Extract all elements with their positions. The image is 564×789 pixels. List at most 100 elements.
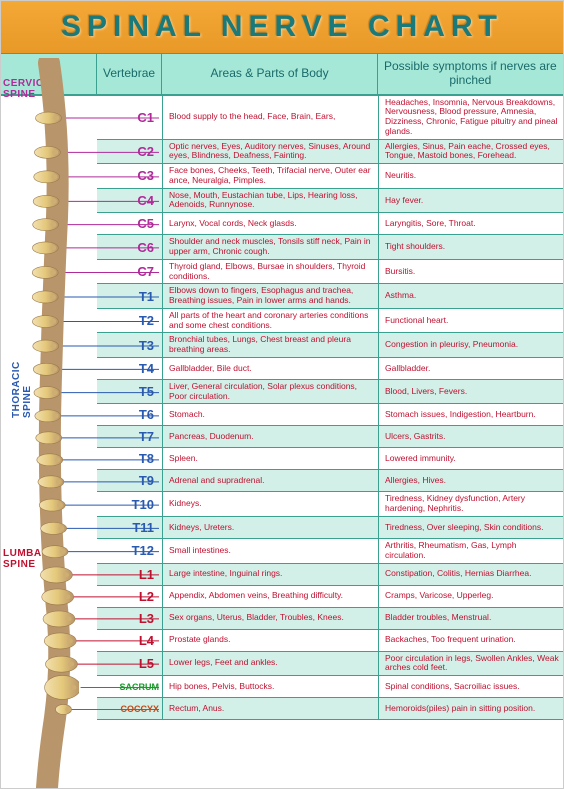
areas-cell: Larynx, Vocal cords, Neck glasds. — [163, 213, 379, 234]
symptoms-cell: Tiredness, Over sleeping, Skin condition… — [379, 517, 564, 538]
table-row: T10Kidneys.Tiredness, Kidney dysfunction… — [97, 492, 564, 517]
symptoms-cell: Lowered immunity. — [379, 448, 564, 469]
symptoms-cell: Congestion in pleurisy, Pneumonia. — [379, 333, 564, 357]
areas-cell: Rectum, Anus. — [163, 698, 379, 719]
symptoms-cell: Allergies, Hives. — [379, 470, 564, 491]
areas-cell: Prostate glands. — [163, 630, 379, 651]
table-row: C4Nose, Mouth, Eustachian tube, Lips, He… — [97, 189, 564, 214]
areas-cell: Small intestines. — [163, 539, 379, 563]
table-row: C1Blood supply to the head, Face, Brain,… — [97, 96, 564, 140]
vertebra-id: L4 — [97, 630, 163, 651]
vertebra-id: T4 — [97, 358, 163, 379]
areas-cell: Appendix, Abdomen veins, Breathing diffi… — [163, 586, 379, 607]
table-row: T5Liver, General circulation, Solar plex… — [97, 380, 564, 405]
table-row: T8Spleen.Lowered immunity. — [97, 448, 564, 470]
table-row: C6Shoulder and neck muscles, Tonsils sti… — [97, 235, 564, 260]
table-row: C2Optic nerves, Eyes, Auditory nerves, S… — [97, 140, 564, 165]
chart-title: SPINAL NERVE CHART — [61, 10, 503, 44]
table-row: SACRUMHip bones, Pelvis, Buttocks.Spinal… — [97, 676, 564, 698]
table-row: L2Appendix, Abdomen veins, Breathing dif… — [97, 586, 564, 608]
table-row: C7Thyroid gland, Elbows, Bursae in shoul… — [97, 260, 564, 285]
areas-cell: Shoulder and neck muscles, Tonsils stiff… — [163, 235, 379, 259]
title-bar: SPINAL NERVE CHART — [1, 1, 563, 53]
symptoms-cell: Ulcers, Gastrits. — [379, 426, 564, 447]
areas-cell: All parts of the heart and coronary arte… — [163, 309, 379, 333]
vertebra-id: T3 — [97, 333, 163, 357]
symptoms-cell: Allergies, Sinus, Pain eache, Crossed ey… — [379, 140, 564, 164]
vertebra-id: T10 — [97, 492, 163, 516]
areas-cell: Bronchial tubes, Lungs, Chest breast and… — [163, 333, 379, 357]
table-row: T9Adrenal and supradrenal.Allergies, Hiv… — [97, 470, 564, 492]
vertebra-id: T7 — [97, 426, 163, 447]
table-row: T1Elbows down to fingers, Esophagus and … — [97, 284, 564, 309]
vertebra-id: T5 — [97, 380, 163, 404]
symptoms-cell: Spinal conditions, Sacroiliac issues. — [379, 676, 564, 697]
table-row: C3Face bones, Cheeks, Teeth, Trifacial n… — [97, 164, 564, 189]
symptoms-cell: Bursitis. — [379, 260, 564, 284]
header-areas: Areas & Parts of Body — [162, 54, 377, 94]
areas-cell: Pancreas, Duodenum. — [163, 426, 379, 447]
table-row: T11Kidneys, Ureters.Tiredness, Over slee… — [97, 517, 564, 539]
areas-cell: Kidneys. — [163, 492, 379, 516]
areas-cell: Sex organs, Uterus, Bladder, Troubles, K… — [163, 608, 379, 629]
vertebra-id: T11 — [97, 517, 163, 538]
table-row: T12Small intestines.Arthritis, Rheumatis… — [97, 539, 564, 564]
vertebra-id: COCCYX — [97, 698, 163, 719]
symptoms-cell: Hay fever. — [379, 189, 564, 213]
symptoms-cell: Gallbladder. — [379, 358, 564, 379]
symptoms-cell: Tiredness, Kidney dysfunction, Artery ha… — [379, 492, 564, 516]
vertebra-id: C5 — [97, 213, 163, 234]
symptoms-cell: Laryngitis, Sore, Throat. — [379, 213, 564, 234]
table-row: L5Lower legs, Feet and ankles.Poor circu… — [97, 652, 564, 677]
areas-cell: Gallbladder, Bile duct. — [163, 358, 379, 379]
table-row: L3Sex organs, Uterus, Bladder, Troubles,… — [97, 608, 564, 630]
areas-cell: Elbows down to fingers, Esophagus and tr… — [163, 284, 379, 308]
areas-cell: Spleen. — [163, 448, 379, 469]
vertebra-id: L3 — [97, 608, 163, 629]
areas-cell: Thyroid gland, Elbows, Bursae in shoulde… — [163, 260, 379, 284]
areas-cell: Lower legs, Feet and ankles. — [163, 652, 379, 676]
table-row: T7Pancreas, Duodenum.Ulcers, Gastrits. — [97, 426, 564, 448]
vertebra-id: C2 — [97, 140, 163, 164]
symptoms-cell: Bladder troubles, Menstrual. — [379, 608, 564, 629]
symptoms-cell: Tight shoulders. — [379, 235, 564, 259]
spine-illustration — [19, 58, 79, 789]
table-row: T3Bronchial tubes, Lungs, Chest breast a… — [97, 333, 564, 358]
symptoms-cell: Asthma. — [379, 284, 564, 308]
areas-cell: Kidneys, Ureters. — [163, 517, 379, 538]
table-row: L1Large intestine, Inguinal rings.Consti… — [97, 564, 564, 586]
vertebra-id: T12 — [97, 539, 163, 563]
areas-cell: Hip bones, Pelvis, Buttocks. — [163, 676, 379, 697]
areas-cell: Face bones, Cheeks, Teeth, Trifacial ner… — [163, 164, 379, 188]
vertebra-id: L2 — [97, 586, 163, 607]
areas-cell: Large intestine, Inguinal rings. — [163, 564, 379, 585]
vertebra-id: L1 — [97, 564, 163, 585]
symptoms-cell: Poor circulation in legs, Swollen Ankles… — [379, 652, 564, 676]
vertebra-id: T6 — [97, 404, 163, 425]
symptoms-cell: Hemoroids(piles) pain in sitting positio… — [379, 698, 564, 719]
table-row: C5Larynx, Vocal cords, Neck glasds.Laryn… — [97, 213, 564, 235]
vertebra-id: SACRUM — [97, 676, 163, 697]
vertebra-id: C3 — [97, 164, 163, 188]
table-row: COCCYXRectum, Anus.Hemoroids(piles) pain… — [97, 698, 564, 720]
symptoms-cell: Stomach issues, Indigestion, Heartburn. — [379, 404, 564, 425]
vertebra-id: C6 — [97, 235, 163, 259]
table-row: T4Gallbladder, Bile duct.Gallbladder. — [97, 358, 564, 380]
vertebra-id: T1 — [97, 284, 163, 308]
symptoms-cell: Cramps, Varicose, Upperleg. — [379, 586, 564, 607]
vertebra-id: C7 — [97, 260, 163, 284]
spine-illustration-column: CERVICAL SPINE THORACIC SPINE LUMBAR SPI… — [1, 58, 97, 789]
vertebra-id: T2 — [97, 309, 163, 333]
areas-cell: Blood supply to the head, Face, Brain, E… — [163, 96, 379, 139]
symptoms-cell: Neuritis. — [379, 164, 564, 188]
table-row: L4Prostate glands.Backaches, Too frequen… — [97, 630, 564, 652]
areas-cell: Liver, General circulation, Solar plexus… — [163, 380, 379, 404]
symptoms-cell: Functional heart. — [379, 309, 564, 333]
table-row: T6Stomach.Stomach issues, Indigestion, H… — [97, 404, 564, 426]
areas-cell: Stomach. — [163, 404, 379, 425]
table-row: T2All parts of the heart and coronary ar… — [97, 309, 564, 334]
nerve-table: C1Blood supply to the head, Face, Brain,… — [97, 96, 564, 720]
symptoms-cell: Backaches, Too frequent urination. — [379, 630, 564, 651]
symptoms-cell: Arthritis, Rheumatism, Gas, Lymph circul… — [379, 539, 564, 563]
areas-cell: Adrenal and supradrenal. — [163, 470, 379, 491]
